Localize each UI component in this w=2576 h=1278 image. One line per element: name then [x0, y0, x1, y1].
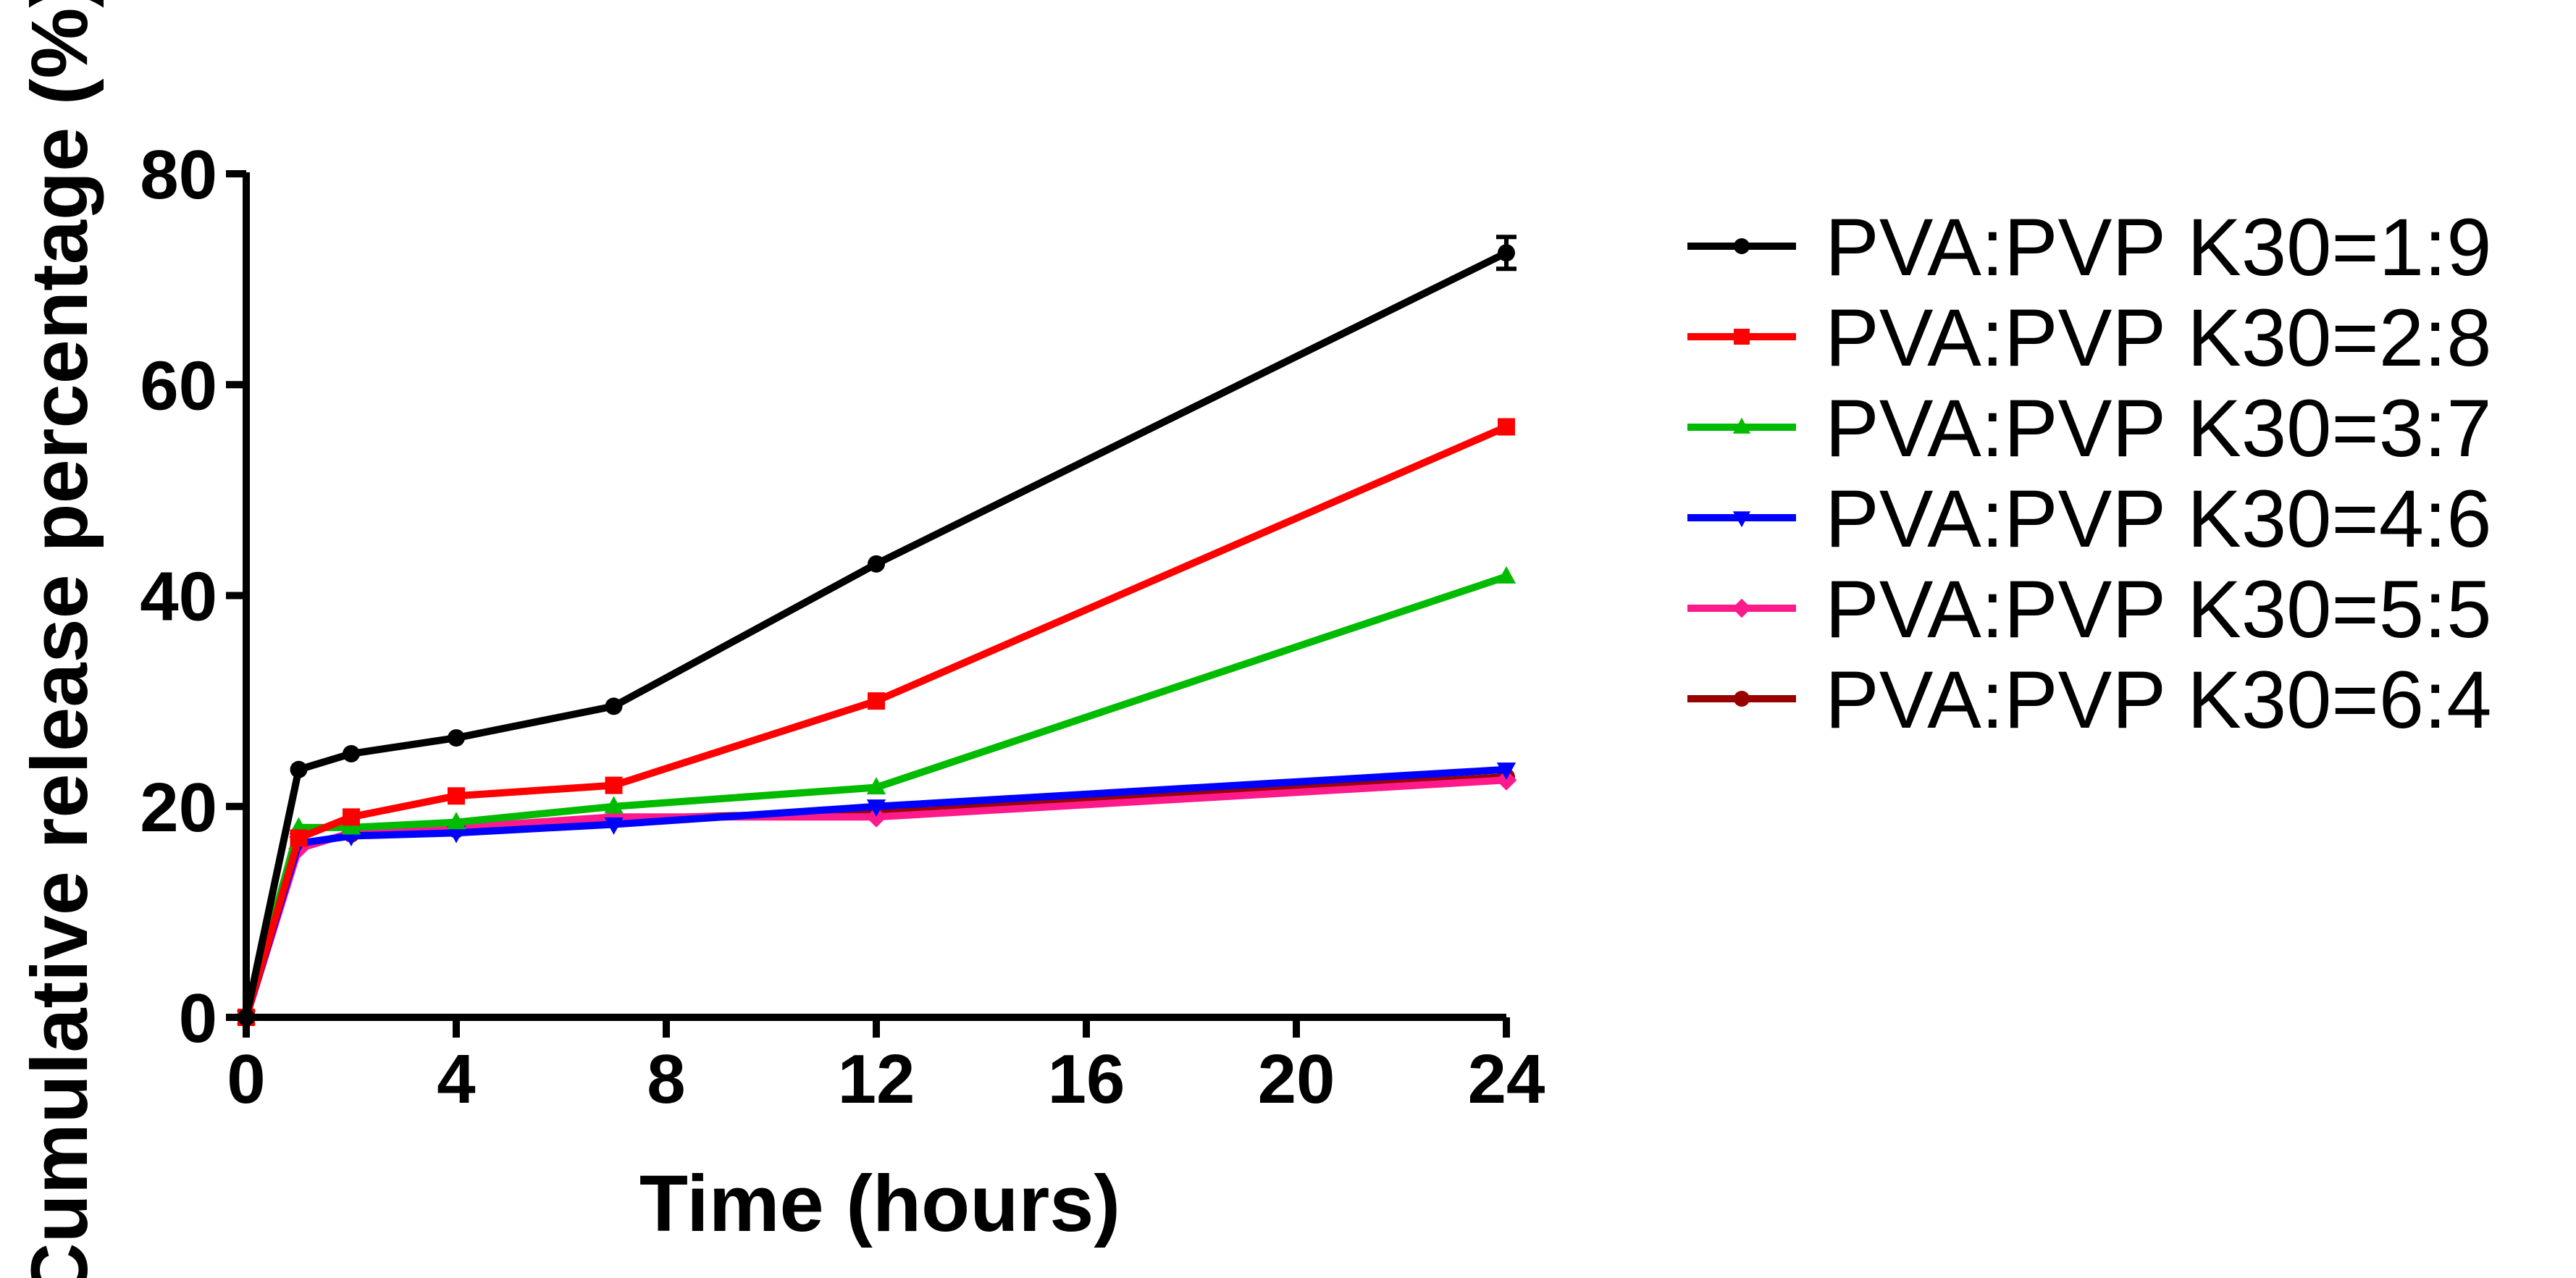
data-point	[604, 796, 624, 814]
y-axis-title: Cumulative release percentage (%)	[15, 0, 104, 1278]
legend-marker	[1734, 691, 1750, 707]
legend-label: PVA:PVP K30=3:7	[1825, 383, 2492, 474]
x-tick-label: 4	[437, 1041, 475, 1118]
x-tick-label: 24	[1468, 1041, 1545, 1118]
legend-item-1: PVA:PVP K30=1:9	[1687, 202, 2492, 293]
legend-item-2: PVA:PVP K30=2:8	[1687, 293, 2492, 383]
x-tick-label: 12	[838, 1041, 915, 1118]
legend-label: PVA:PVP K30=6:4	[1825, 655, 2492, 745]
data-point	[868, 555, 885, 573]
legend-label: PVA:PVP K30=1:9	[1825, 202, 2492, 293]
data-point	[1496, 566, 1516, 584]
data-point	[866, 777, 886, 795]
axes-layer: 0 20 40 60 80 0 4 8 12 16 20 24	[140, 136, 1545, 1118]
y-tick-label: 40	[140, 558, 217, 636]
data-point	[446, 825, 466, 844]
legend-marker	[1732, 511, 1751, 528]
data-point	[343, 744, 360, 762]
series-2	[238, 418, 1515, 1026]
legend-label: PVA:PVP K30=4:6	[1825, 474, 2492, 564]
x-tick-label: 8	[647, 1041, 685, 1118]
x-axis-title: Time (hours)	[639, 1159, 1120, 1248]
data-point	[290, 760, 308, 778]
legend-item-6: PVA:PVP K30=6:4	[1687, 655, 2492, 745]
legend-label: PVA:PVP K30=5:5	[1825, 564, 2492, 655]
legend-item-3: PVA:PVP K30=3:7	[1687, 383, 2492, 474]
data-point	[605, 697, 623, 715]
data-point	[866, 799, 886, 817]
data-point	[865, 806, 887, 828]
data-point	[446, 812, 466, 830]
legend-label: PVA:PVP K30=2:8	[1825, 293, 2492, 383]
y-tick-label: 0	[179, 980, 217, 1057]
data-point	[1498, 418, 1515, 436]
series-line	[243, 249, 1509, 1019]
error-bar	[1496, 235, 1516, 272]
series-layer	[235, 235, 1517, 1028]
data-point	[290, 829, 308, 847]
data-point	[868, 692, 885, 710]
legend-marker	[1732, 417, 1751, 434]
legend-marker	[1734, 238, 1750, 254]
legend-item-4: PVA:PVP K30=4:6	[1687, 474, 2492, 564]
x-tick-label: 16	[1048, 1041, 1125, 1118]
y-tick-label: 80	[140, 136, 217, 214]
data-point	[341, 817, 361, 835]
data-point	[1496, 762, 1516, 781]
data-point	[1495, 769, 1517, 791]
series-3	[236, 566, 1516, 1025]
data-point	[604, 817, 624, 835]
x-tick-label: 0	[227, 1041, 265, 1118]
data-point	[343, 808, 360, 826]
y-tick-label: 60	[140, 347, 217, 424]
data-point	[605, 776, 623, 794]
series-line	[243, 423, 1508, 1019]
x-tick-label: 20	[1258, 1041, 1335, 1118]
data-point	[448, 787, 465, 805]
y-tick-label: 20	[140, 769, 217, 846]
legend-marker	[1732, 598, 1752, 618]
data-point	[448, 729, 465, 747]
series-1	[238, 244, 1515, 1026]
legend-item-5: PVA:PVP K30=5:5	[1687, 564, 2492, 655]
legend-marker	[1734, 329, 1750, 345]
